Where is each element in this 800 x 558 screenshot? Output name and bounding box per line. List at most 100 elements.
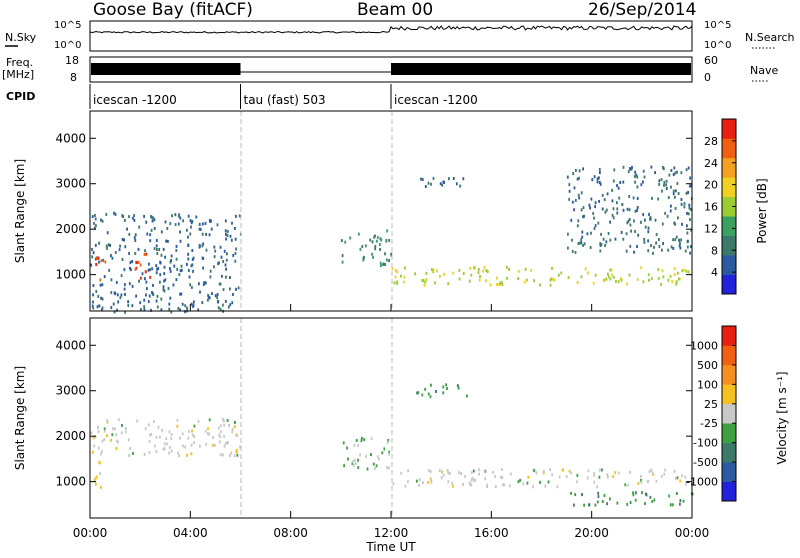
power-cell-350 <box>388 259 390 263</box>
power-cell-76 <box>138 279 140 283</box>
power-cell-682 <box>599 182 602 186</box>
power-cell-376 <box>341 254 344 258</box>
power-cell-184 <box>124 245 127 249</box>
power-cell-522 <box>420 177 422 181</box>
velocity-cell-263 <box>429 477 432 481</box>
velocity-colorbar-swatch-4 <box>722 423 736 443</box>
power-cell-162 <box>91 304 94 308</box>
power-cell-521 <box>441 183 444 187</box>
velocity-cell-66 <box>219 424 222 428</box>
power-cell-161 <box>121 237 124 241</box>
power-cell-126 <box>189 283 192 287</box>
power-cell-615 <box>686 211 688 215</box>
power-cell-175 <box>174 213 177 217</box>
velocity-cell-71 <box>236 434 239 438</box>
power-cell-608 <box>690 184 692 188</box>
power-colorbar-swatch-6 <box>722 177 736 198</box>
power-cell-703 <box>582 206 585 210</box>
power-cell-559 <box>611 188 613 192</box>
power-cell-602 <box>662 166 664 169</box>
velocity-cell-216 <box>526 481 529 485</box>
power-cell-525 <box>571 249 574 253</box>
power-cell-301 <box>100 218 102 222</box>
velocity-cell-198 <box>535 471 538 475</box>
power-cell-341 <box>137 260 140 264</box>
power-cell-230 <box>187 235 189 239</box>
power-ytick-label-1: 1000 <box>55 268 86 282</box>
velocity-cell-59 <box>212 443 214 447</box>
power-cell-160 <box>92 300 94 304</box>
power-cell-652 <box>667 248 670 252</box>
power-cell-258 <box>144 249 146 253</box>
power-cell-571 <box>634 180 636 184</box>
velocity-cell-138 <box>366 467 369 471</box>
power-cell-743 <box>612 179 615 183</box>
power-cell-33 <box>102 258 105 262</box>
power-cell-41 <box>221 274 223 278</box>
power-cell-656 <box>601 193 604 197</box>
power-cell-519 <box>459 184 461 188</box>
power-cell-370 <box>386 258 388 262</box>
power-cell-480 <box>499 281 502 285</box>
power-cell-406 <box>508 268 510 271</box>
power-cell-191 <box>150 308 152 312</box>
power-cell-64 <box>147 300 150 304</box>
power-cell-449 <box>681 269 684 273</box>
power-cell-365 <box>374 247 377 251</box>
power-cell-107 <box>114 212 117 216</box>
velocity-cell-175 <box>544 484 547 488</box>
power-cell-737 <box>678 243 681 247</box>
power-cell-651 <box>663 183 665 187</box>
power-cell-586 <box>660 178 663 182</box>
power-cell-733 <box>594 224 597 228</box>
power-cell-540 <box>593 216 595 220</box>
power-cell-137 <box>217 300 219 303</box>
power-cell-102 <box>235 247 237 251</box>
power-cell-219 <box>191 249 194 252</box>
velocity-cell-311 <box>641 491 643 495</box>
power-cell-623 <box>581 230 584 234</box>
noise-right-tick-top: 10^5 <box>704 20 731 31</box>
power-cell-93 <box>107 243 110 247</box>
power-cell-81 <box>110 254 112 258</box>
power-cell-382 <box>371 252 373 256</box>
velocity-cells <box>90 383 694 507</box>
velocity-cell-318 <box>679 502 681 506</box>
power-cell-295 <box>175 257 178 261</box>
power-cell-289 <box>152 216 155 220</box>
power-cell-271 <box>150 215 152 218</box>
power-cell-117 <box>205 232 207 236</box>
power-cell-110 <box>128 232 131 236</box>
velocity-cell-231 <box>460 472 463 475</box>
power-cell-342 <box>144 270 147 274</box>
power-ytick-label-4: 4000 <box>55 131 86 145</box>
power-cell-265 <box>198 222 201 226</box>
power-cell-466 <box>506 276 508 280</box>
power-cell-707 <box>616 201 618 205</box>
power-cell-211 <box>186 306 188 310</box>
time-axis-label: Time UT <box>365 540 416 554</box>
power-cell-383 <box>386 229 389 233</box>
cpid-segment-label-3: icescan -1200 <box>394 93 478 107</box>
power-cell-702 <box>598 167 601 171</box>
velocity-cell-141 <box>353 458 356 462</box>
power-cell-66 <box>170 310 173 314</box>
velocity-colorbar-tick-7: -500 <box>693 456 718 469</box>
power-cell-603 <box>661 189 663 193</box>
power-cell-302 <box>198 245 201 249</box>
velocity-cell-120 <box>190 452 193 456</box>
power-cell-327 <box>162 247 165 251</box>
power-cell-749 <box>644 218 646 222</box>
power-cell-629 <box>644 225 647 229</box>
power-cell-323 <box>156 267 158 271</box>
power-cell-582 <box>686 245 689 249</box>
power-cell-513 <box>432 176 435 180</box>
velocity-cell-319 <box>676 492 678 495</box>
velocity-cell-143 <box>370 453 372 457</box>
power-cell-604 <box>606 192 609 196</box>
velocity-colorbar-swatch-7 <box>722 364 736 385</box>
velocity-colorbar-label: Velocity [m s⁻¹] <box>775 371 789 464</box>
velocity-cell-274 <box>522 482 525 486</box>
velocity-cell-214 <box>629 470 631 474</box>
power-cell-626 <box>650 165 653 169</box>
